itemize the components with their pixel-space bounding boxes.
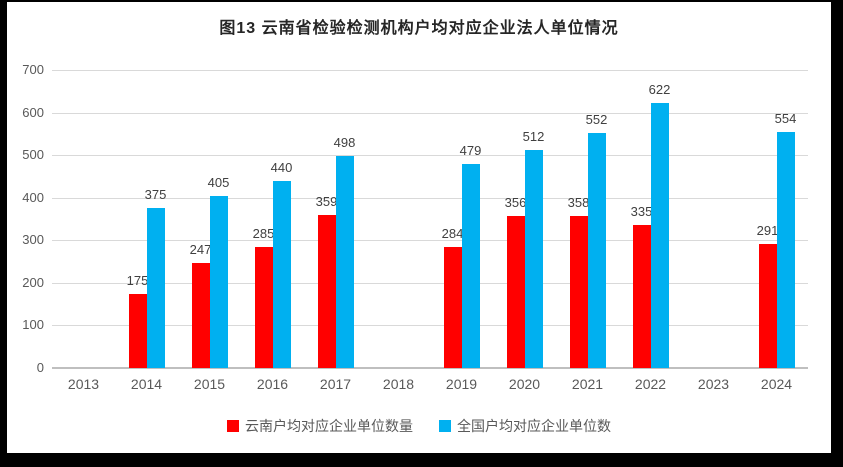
- legend: 云南户均对应企业单位数量 全国户均对应企业单位数: [7, 416, 831, 436]
- data-label: 440: [270, 159, 293, 175]
- x-axis-tick-label: 2014: [130, 376, 163, 392]
- y-axis-tick-label: 500: [22, 147, 44, 163]
- gridline: [52, 282, 808, 284]
- chart-title: 图13 云南省检验检测机构户均对应企业法人单位情况: [219, 20, 619, 37]
- chart-canvas: 图13 云南省检验检测机构户均对应企业法人单位情况 云南户均对应企业单位数量 全国…: [7, 2, 831, 453]
- gridline: [52, 197, 808, 199]
- y-axis-tick-label: 700: [22, 62, 44, 77]
- gridline: [52, 240, 808, 242]
- data-label: 498: [333, 134, 356, 150]
- legend-swatch-icon: [439, 420, 451, 432]
- bar-national-2020: [524, 150, 543, 368]
- legend-label: 云南户均对应企业单位数量: [245, 418, 413, 434]
- bar-national-2024: [776, 132, 795, 368]
- bar-national-2015: [209, 195, 228, 368]
- data-label: 356: [504, 195, 527, 211]
- x-axis-tick-label: 2018: [382, 376, 415, 392]
- legend-item-national: 全国户均对应企业单位数: [439, 416, 611, 436]
- bar-yunnan-2014: [128, 293, 147, 368]
- data-label: 335: [630, 204, 653, 220]
- data-label: 284: [441, 226, 464, 242]
- x-axis-tick-label: 2021: [571, 376, 604, 392]
- bar-yunnan-2016: [254, 246, 273, 368]
- data-label: 554: [774, 111, 797, 127]
- data-label: 622: [648, 82, 671, 98]
- data-label: 175: [126, 272, 149, 288]
- bar-yunnan-2022: [632, 225, 651, 368]
- y-axis-tick-label: 200: [22, 274, 44, 290]
- legend-swatch-icon: [227, 420, 239, 432]
- data-label: 359: [315, 194, 338, 210]
- bar-yunnan-2021: [569, 215, 588, 368]
- data-label: 358: [567, 194, 590, 210]
- bar-national-2019: [461, 164, 480, 368]
- y-axis-tick-label: 600: [22, 104, 44, 120]
- legend-item-yunnan: 云南户均对应企业单位数量: [227, 416, 413, 436]
- bar-yunnan-2020: [506, 216, 525, 368]
- y-axis-tick-label: 100: [22, 317, 44, 333]
- y-axis-tick-label: 300: [22, 232, 44, 248]
- bar-national-2017: [335, 155, 354, 368]
- data-label: 285: [252, 225, 275, 241]
- gridline: [52, 155, 808, 157]
- bar-national-2022: [650, 103, 669, 368]
- bar-national-2021: [587, 133, 606, 368]
- data-label: 479: [459, 143, 482, 159]
- data-label: 375: [144, 187, 167, 203]
- data-label: 247: [189, 241, 212, 257]
- bar-national-2014: [146, 208, 165, 368]
- x-axis-line: [52, 367, 808, 369]
- y-axis-tick-label: 400: [22, 189, 44, 205]
- bar-yunnan-2017: [317, 215, 336, 368]
- data-label: 405: [207, 174, 230, 190]
- bar-yunnan-2024: [758, 244, 777, 368]
- x-axis-tick-label: 2019: [445, 376, 478, 392]
- x-axis-tick-label: 2022: [634, 376, 667, 392]
- x-axis-tick-label: 2023: [697, 376, 730, 392]
- x-axis-tick-label: 2016: [256, 376, 289, 392]
- x-axis-tick-label: 2020: [508, 376, 541, 392]
- gridline: [52, 70, 808, 71]
- x-axis-tick-label: 2015: [193, 376, 226, 392]
- bar-yunnan-2015: [191, 262, 210, 368]
- legend-label: 全国户均对应企业单位数: [457, 418, 611, 434]
- y-axis-tick-label: 0: [36, 360, 44, 375]
- data-label: 291: [756, 223, 779, 239]
- gridline: [52, 112, 808, 114]
- x-axis-tick-label: 2024: [760, 376, 793, 392]
- bar-national-2016: [272, 180, 291, 368]
- data-label: 512: [522, 129, 545, 145]
- x-axis-tick-label: 2017: [319, 376, 352, 392]
- bar-yunnan-2019: [443, 247, 462, 368]
- gridline: [52, 325, 808, 327]
- x-axis-tick-label: 2013: [67, 376, 100, 392]
- data-label: 552: [585, 112, 608, 127]
